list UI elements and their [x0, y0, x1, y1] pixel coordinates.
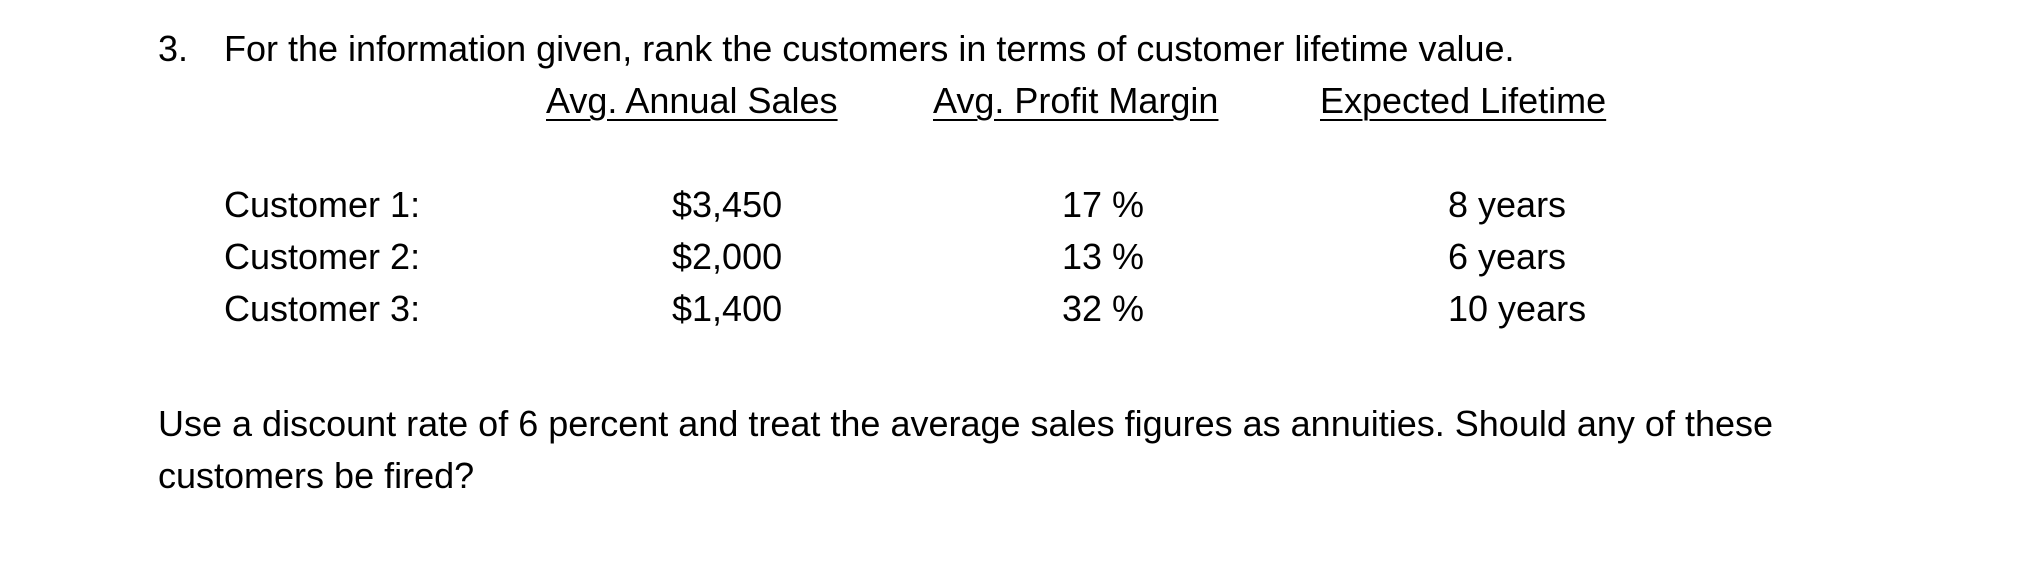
- customer-name: Customer 1:: [224, 184, 421, 225]
- customer-sales: $3,450: [672, 184, 783, 225]
- customer-lifetime: 10 years: [1448, 288, 1587, 329]
- table-row-customer-3: Customer 3: $1,400 32 % 10 years: [0, 288, 2029, 340]
- question-number: 3.: [158, 28, 189, 69]
- question-prompt: For the information given, rank the cust…: [224, 28, 1515, 69]
- customer-sales: $1,400: [672, 288, 783, 329]
- header-avg-annual-sales: Avg. Annual Sales: [546, 80, 838, 121]
- header-expected-lifetime: Expected Lifetime: [1320, 80, 1607, 121]
- customer-name: Customer 2:: [224, 236, 421, 277]
- customer-margin: 32 %: [1062, 288, 1145, 329]
- customer-margin: 17 %: [1062, 184, 1145, 225]
- customer-margin: 13 %: [1062, 236, 1145, 277]
- header-avg-profit-margin: Avg. Profit Margin: [933, 80, 1219, 121]
- table-row-customer-1: Customer 1: $3,450 17 % 8 years: [0, 184, 2029, 236]
- customer-lifetime: 6 years: [1448, 236, 1567, 277]
- question-line: 3. For the information given, rank the cu…: [158, 28, 1515, 70]
- instructions-paragraph: Use a discount rate of 6 percent and tre…: [158, 403, 1774, 496]
- customer-lifetime: 8 years: [1448, 184, 1567, 225]
- customer-sales: $2,000: [672, 236, 783, 277]
- customer-name: Customer 3:: [224, 288, 421, 329]
- table-row-customer-2: Customer 2: $2,000 13 % 6 years: [0, 236, 2029, 288]
